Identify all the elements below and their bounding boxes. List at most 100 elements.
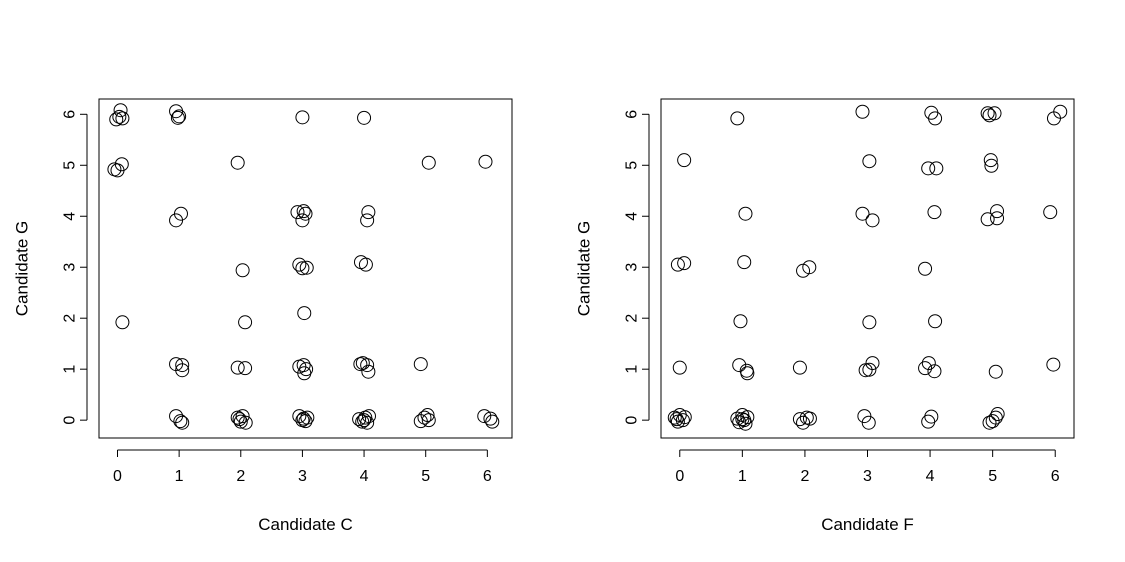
data-point — [238, 361, 253, 376]
data-point — [295, 110, 310, 125]
x-tick-label: 6 — [483, 468, 492, 485]
data-point — [292, 257, 307, 272]
data-point — [730, 111, 745, 126]
data-point — [235, 409, 250, 424]
data-point — [361, 364, 376, 379]
data-point — [1043, 205, 1058, 220]
data-point — [290, 205, 305, 220]
y-axis-label: Candidate G — [13, 221, 32, 316]
x-tick-label: 3 — [863, 468, 872, 485]
data-point — [669, 412, 684, 427]
data-point — [297, 306, 312, 321]
data-point — [358, 257, 373, 272]
scatter-panel-candidate-f: 0 1 2 3 4 5 6 0 1 2 3 4 5 6 Candidate F Candidate G — [575, 98, 1075, 534]
data-point — [483, 411, 498, 426]
data-point — [792, 360, 807, 375]
data-point — [927, 364, 942, 379]
data-point — [670, 414, 685, 429]
data-point — [115, 111, 130, 126]
plot-frame — [660, 98, 1075, 439]
data-point — [421, 155, 436, 170]
data-point — [296, 358, 311, 373]
data-point — [918, 361, 933, 376]
data-point — [924, 409, 939, 424]
y-tick-label: 4 — [624, 212, 641, 221]
y-tick-label: 4 — [62, 212, 79, 221]
x-tick-label: 4 — [360, 468, 369, 485]
data-point — [670, 257, 685, 272]
data-point — [1046, 357, 1061, 372]
y-tick-label: 6 — [624, 110, 641, 119]
data-point — [485, 414, 500, 429]
data-point — [295, 413, 310, 428]
data-point — [361, 205, 376, 220]
data-point — [230, 410, 245, 425]
data-point — [733, 314, 748, 329]
data-point — [855, 206, 870, 221]
data-point — [862, 315, 877, 330]
data-point — [980, 212, 995, 227]
x-tick-label: 4 — [926, 468, 935, 485]
data-point — [299, 260, 314, 275]
y-tick-label: 5 — [62, 161, 79, 170]
data-point — [738, 416, 753, 431]
data-point — [918, 261, 933, 276]
data-point — [114, 157, 129, 172]
data-point — [232, 412, 247, 427]
scatter-panel-candidate-c: 0 1 2 3 4 5 6 0 1 2 3 4 5 6 Candidate C Candidate G — [13, 98, 513, 534]
x-tick-label: 0 — [675, 468, 684, 485]
data-point — [672, 360, 687, 375]
data-point — [928, 111, 943, 126]
y-tick-label: 0 — [62, 416, 79, 425]
data-point — [921, 161, 936, 176]
data-point — [417, 410, 432, 425]
x-axis-label: Candidate F — [821, 515, 914, 534]
data-point — [357, 413, 372, 428]
data-point — [360, 358, 375, 373]
data-point — [921, 414, 936, 429]
data-point — [927, 205, 942, 220]
data-point — [109, 112, 124, 127]
x-tick-label: 1 — [738, 468, 747, 485]
data-point — [1053, 104, 1068, 119]
y-tick-label: 1 — [624, 365, 641, 374]
data-point — [295, 261, 310, 276]
data-point — [238, 315, 253, 330]
data-point — [173, 414, 188, 429]
data-point — [113, 103, 128, 118]
data-point — [230, 360, 245, 375]
data-point — [172, 109, 187, 124]
data-point — [796, 415, 811, 430]
data-point — [983, 153, 998, 168]
data-point — [477, 409, 492, 424]
y-axis-label: Candidate G — [575, 221, 594, 316]
data-point — [928, 314, 943, 329]
data-point — [175, 358, 190, 373]
data-point — [675, 413, 690, 428]
data-point — [792, 412, 807, 427]
plot-frame — [98, 98, 513, 439]
data-point — [737, 255, 752, 270]
x-tick-label: 2 — [800, 468, 809, 485]
y-tick-label: 0 — [624, 416, 641, 425]
y-tick-label: 1 — [62, 365, 79, 374]
data-point — [296, 204, 311, 219]
data-point — [865, 356, 880, 371]
data-point — [802, 260, 817, 275]
data-point — [988, 410, 1003, 425]
data-point — [990, 211, 1005, 226]
x-axis-label: Candidate C — [258, 515, 353, 534]
data-point — [677, 410, 692, 425]
data-point — [929, 161, 944, 176]
y-tick-label: 6 — [62, 110, 79, 119]
x-tick-label: 0 — [113, 468, 122, 485]
data-point — [175, 363, 190, 378]
data-point — [855, 104, 870, 119]
data-point — [112, 109, 127, 124]
y-tick-label: 3 — [624, 263, 641, 272]
data-point — [357, 110, 372, 125]
x-tick-label: 6 — [1051, 468, 1060, 485]
data-point — [478, 154, 493, 169]
data-point — [361, 409, 376, 424]
